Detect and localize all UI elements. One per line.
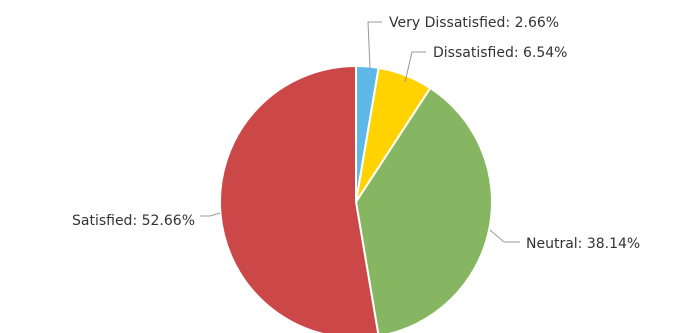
data-label-very-dissatisfied: Very Dissatisfied: 2.66% (389, 15, 559, 31)
data-label-dissatisfied: Dissatisfied: 6.54% (433, 45, 567, 61)
leader-line-dissatisfied (404, 51, 426, 83)
pie-slice-neutral (354, 86, 493, 333)
data-label-satisfied: Satisfied: 52.66% (72, 213, 195, 229)
data-labels: Very Dissatisfied: 2.66% Dissatisfied: 6… (72, 15, 640, 252)
pie-slices (218, 64, 493, 333)
leader-line-very-dissatisfied (367, 21, 382, 69)
leader-lines (200, 21, 520, 243)
pie-slice-satisfied (218, 64, 380, 333)
data-label-neutral: Neutral: 38.14% (526, 236, 640, 252)
leader-line-neutral (489, 229, 520, 243)
leader-line-satisfied (200, 212, 221, 217)
